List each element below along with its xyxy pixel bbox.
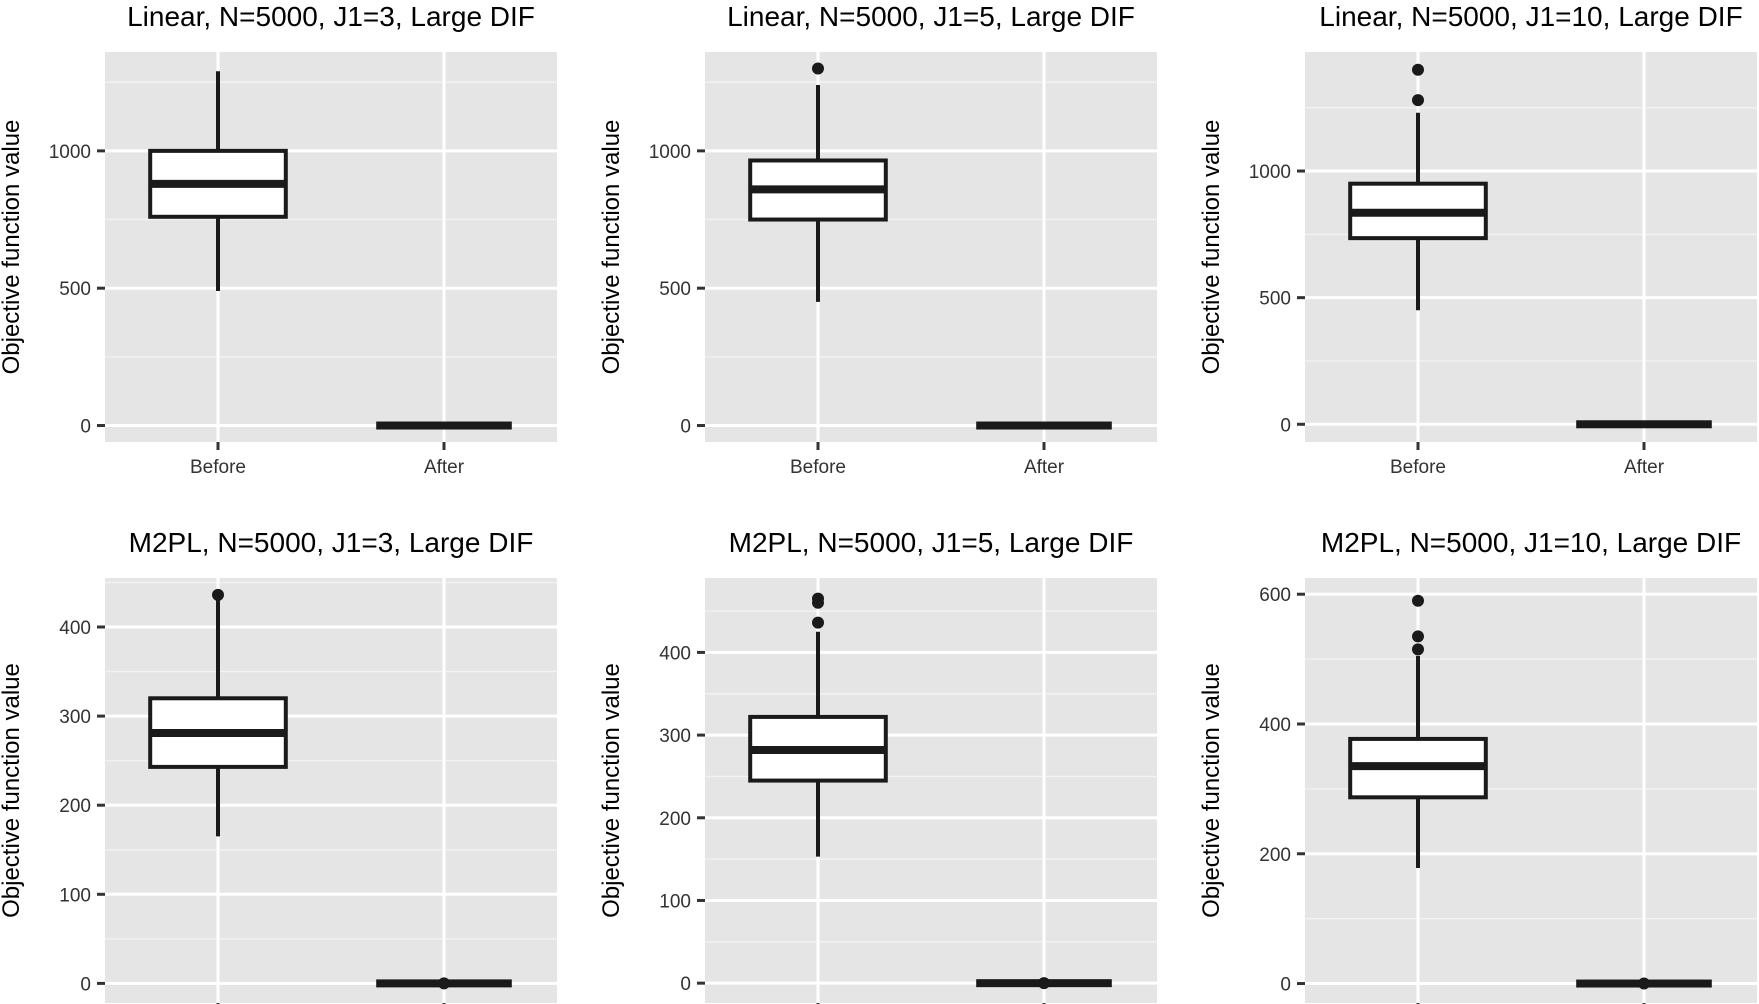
y-axis-label: Objective function value [598, 120, 625, 375]
y-tick-label: 200 [59, 796, 91, 817]
box-before [148, 588, 288, 837]
x-tick-label: After [1024, 457, 1065, 478]
y-tick-label: 500 [659, 279, 691, 300]
chart-title: M2PL, N=5000, J1=5, Large DIF [729, 527, 1134, 558]
outlier-point [1412, 63, 1424, 76]
x-tick-label: Before [1390, 457, 1446, 478]
box-after [376, 977, 512, 990]
outlier-point [812, 62, 824, 75]
x-tick-label: Before [790, 457, 846, 478]
box-after [1576, 420, 1712, 429]
y-tick-label: 200 [659, 809, 691, 830]
chart-panel-m2pl-j1-10: 0200400600BeforeAfterM2PL, N=5000, J1=10… [1198, 527, 1757, 1004]
chart-panel-m2pl-j1-5: 0100200300400BeforeAfterM2PL, N=5000, J1… [598, 527, 1157, 1004]
y-tick-label: 1000 [49, 142, 91, 163]
collapsed-box [1576, 420, 1712, 429]
y-tick-label: 100 [659, 891, 691, 912]
outlier-point [1412, 94, 1424, 107]
y-axis-label: Objective function value [598, 663, 625, 918]
y-axis-label: Objective function value [0, 663, 25, 918]
chart-panel-m2pl-j1-3: 0100200300400BeforeAfterM2PL, N=5000, J1… [0, 527, 557, 1004]
chart-panel-linear-j1-5: 0 500 1000 Before After Linear, N=5000, J1=5,… [598, 1, 1157, 478]
panel-background [105, 52, 557, 442]
y-tick-label: 600 [1259, 585, 1291, 606]
box-after [1576, 977, 1712, 990]
x-tick-label: After [424, 457, 465, 478]
chart-title: M2PL, N=5000, J1=3, Large DIF [129, 527, 534, 558]
y-tick-label: 0 [80, 974, 91, 995]
y-tick-label: 0 [1280, 975, 1291, 996]
y-tick-label: 0 [1280, 415, 1291, 436]
chart-title: M2PL, N=5000, J1=10, Large DIF [1321, 527, 1741, 558]
x-tick-label: Before [190, 457, 246, 478]
y-tick-label: 500 [59, 279, 91, 300]
panel-background [705, 578, 1157, 1003]
y-tick-label: 400 [659, 643, 691, 664]
outlier-point [812, 592, 824, 605]
chart-title: Linear, N=5000, J1=10, Large DIF [1319, 1, 1742, 32]
collapsed-box [376, 421, 512, 430]
outlier-point [212, 588, 224, 601]
collapsed-box [976, 421, 1112, 430]
y-tick-label: 400 [59, 618, 91, 639]
chart-title: Linear, N=5000, J1=5, Large DIF [727, 1, 1135, 32]
y-tick-label: 300 [659, 726, 691, 747]
box-before [748, 592, 888, 857]
y-tick-label: 1000 [649, 142, 691, 163]
chart-panel-linear-j1-10: 0 500 1000 Before After Linear, N=5000, J1=10… [1198, 1, 1757, 478]
box-after [976, 977, 1112, 990]
box-before [148, 71, 288, 291]
y-tick-label: 0 [80, 417, 91, 438]
y-tick-label: 0 [680, 974, 691, 995]
outlier-point [1412, 643, 1424, 656]
box-before [1348, 63, 1488, 311]
y-axis-label: Objective function value [1198, 120, 1225, 375]
y-tick-label: 200 [1259, 845, 1291, 866]
panel-background [105, 578, 557, 1003]
panel-background [1305, 52, 1757, 442]
y-axis-label: Objective function value [1198, 663, 1225, 918]
outlier-point [1412, 594, 1424, 607]
box-after [976, 421, 1112, 430]
outlier-point [1638, 977, 1650, 990]
y-tick-label: 300 [59, 707, 91, 728]
outlier-point [438, 977, 450, 990]
outlier-point [1412, 630, 1424, 643]
chart-title: Linear, N=5000, J1=3, Large DIF [127, 1, 535, 32]
outlier-point [1038, 977, 1050, 990]
y-axis-label: Objective function value [0, 120, 25, 375]
chart-panel-linear-j1-3: 0 500 1000 Before After Linear, N=5000, J1=3,… [0, 1, 557, 478]
box-before [748, 62, 888, 302]
y-tick-label: 400 [1259, 715, 1291, 736]
outlier-point [812, 616, 824, 629]
x-tick-label: After [1624, 457, 1665, 478]
y-tick-label: 1000 [1249, 162, 1291, 183]
y-tick-label: 500 [1259, 289, 1291, 310]
box-before [1348, 594, 1488, 869]
y-tick-label: 0 [680, 417, 691, 438]
panel-background [705, 52, 1157, 442]
y-tick-label: 100 [59, 885, 91, 906]
box-after [376, 421, 512, 430]
